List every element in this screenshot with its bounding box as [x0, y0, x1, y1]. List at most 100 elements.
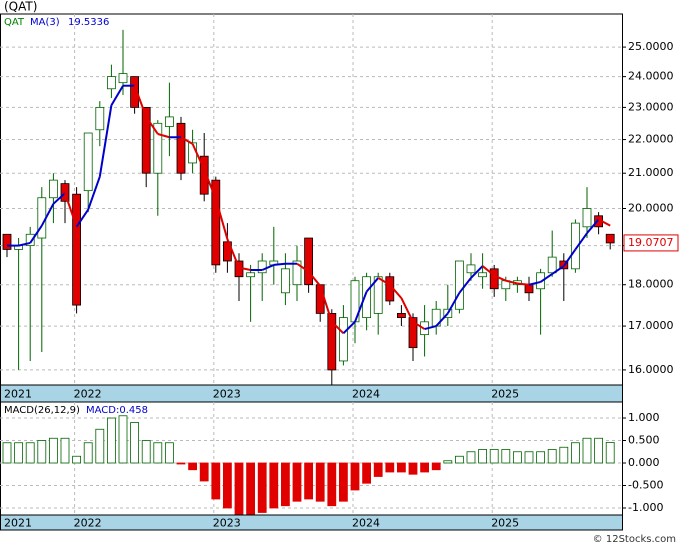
- x-tick-label: 2023: [213, 517, 241, 530]
- ma-line: [470, 265, 484, 279]
- macd-bar: [257, 462, 267, 513]
- ma-line: [331, 321, 345, 335]
- macd-bar: [211, 462, 221, 500]
- candle-body: [454, 260, 464, 310]
- candle-body: [95, 107, 105, 131]
- macd-bar: [594, 437, 603, 464]
- y-tick-label: 21.0000: [628, 166, 674, 179]
- x-tick-label: 2022: [74, 517, 102, 530]
- macd-bar: [466, 451, 476, 464]
- legend-ma: MA(3): [30, 17, 60, 28]
- ma-line: [342, 321, 356, 335]
- macd-bar: [396, 462, 406, 473]
- macd-bar: [338, 462, 348, 502]
- x-tick-label: 2024: [352, 517, 380, 530]
- ma-line: [273, 262, 286, 266]
- footer: © 12Stocks.com: [593, 534, 676, 545]
- macd-bar: [188, 462, 198, 471]
- ma-line: [64, 192, 78, 228]
- candle-body: [211, 179, 221, 266]
- macd-bar: [292, 462, 302, 502]
- ma-line: [226, 238, 240, 269]
- y-tick-label: 1.000: [628, 411, 660, 424]
- macd-bar: [118, 415, 128, 464]
- ma-line: [75, 209, 90, 228]
- y-tick-label: 23.0000: [628, 100, 674, 113]
- candle-body: [246, 272, 256, 278]
- candle-body: [37, 197, 47, 239]
- x-tick-label: 2025: [491, 388, 519, 401]
- macd-bar: [408, 462, 418, 475]
- candle-body: [524, 284, 534, 294]
- y-tick-label: 17.0000: [628, 319, 674, 332]
- ma-line: [180, 136, 194, 145]
- macd-bar: [83, 442, 93, 464]
- last-price-box: [623, 234, 679, 252]
- x-tick-label: 2023: [213, 388, 241, 401]
- candle-body: [141, 107, 151, 174]
- ma-line: [18, 241, 31, 247]
- macd-bar: [582, 437, 592, 464]
- macd-bar: [234, 462, 244, 516]
- x-tick-label: 2024: [352, 388, 380, 401]
- ma-line: [505, 279, 518, 285]
- candle-body: [72, 193, 81, 306]
- macd-bar: [304, 462, 314, 500]
- ma-line: [412, 320, 426, 330]
- candle-body: [338, 317, 348, 362]
- x-tick-label: 2021: [4, 388, 32, 401]
- ma-line: [562, 248, 577, 267]
- ma-line: [493, 274, 507, 282]
- ma-line: [354, 291, 368, 323]
- candle-body: [373, 276, 383, 314]
- candle-body: [408, 317, 418, 349]
- candle-body: [153, 122, 163, 174]
- macd-bar: [72, 455, 81, 464]
- candle-body: [280, 268, 290, 294]
- macd-bar: [25, 442, 35, 464]
- y-tick-label: 24.0000: [628, 70, 674, 83]
- legend-symbol: QAT: [4, 17, 25, 28]
- x-tick-label: 2021: [4, 517, 32, 530]
- candle-body: [571, 222, 580, 270]
- macd-bar: [37, 440, 47, 464]
- macd-bar: [559, 446, 569, 464]
- macd-bar: [269, 462, 279, 509]
- ma-line: [319, 285, 333, 323]
- macd-bar: [164, 442, 174, 464]
- macd-bar: [60, 437, 70, 464]
- macd-bar: [327, 462, 337, 507]
- macd-bar: [95, 428, 105, 464]
- y-tick-label: 25.0000: [628, 40, 674, 53]
- last-price-label: 19.0707: [628, 236, 674, 249]
- candle-body: [2, 233, 12, 250]
- candle-body: [489, 268, 499, 290]
- macd-bar: [350, 462, 360, 491]
- candle-body: [199, 155, 209, 195]
- y-tick-label: -1.000: [628, 501, 663, 514]
- macd-bar: [501, 449, 511, 464]
- y-tick-label: -0.500: [628, 478, 663, 491]
- candle-body: [83, 132, 93, 192]
- macd-bar: [141, 440, 151, 464]
- ma-line: [435, 312, 449, 327]
- ma-line: [307, 270, 321, 287]
- candle-body: [547, 256, 557, 274]
- y-tick-label: 18.0000: [628, 278, 674, 291]
- macd-bar: [176, 462, 186, 465]
- macd-bar: [199, 462, 209, 482]
- ma-line: [400, 297, 414, 323]
- ma-line: [238, 266, 251, 271]
- ma-line: [157, 133, 170, 139]
- ma-line: [377, 277, 391, 286]
- macd-bar: [153, 442, 163, 464]
- ma-line: [551, 265, 565, 275]
- macd-bar: [14, 442, 24, 464]
- candle-body: [327, 313, 337, 371]
- ma-line: [389, 284, 403, 299]
- ma-line: [424, 325, 437, 331]
- candle-body: [118, 73, 128, 84]
- candle-body: [176, 122, 186, 174]
- macd-bar: [524, 451, 534, 464]
- candle-body: [49, 179, 58, 199]
